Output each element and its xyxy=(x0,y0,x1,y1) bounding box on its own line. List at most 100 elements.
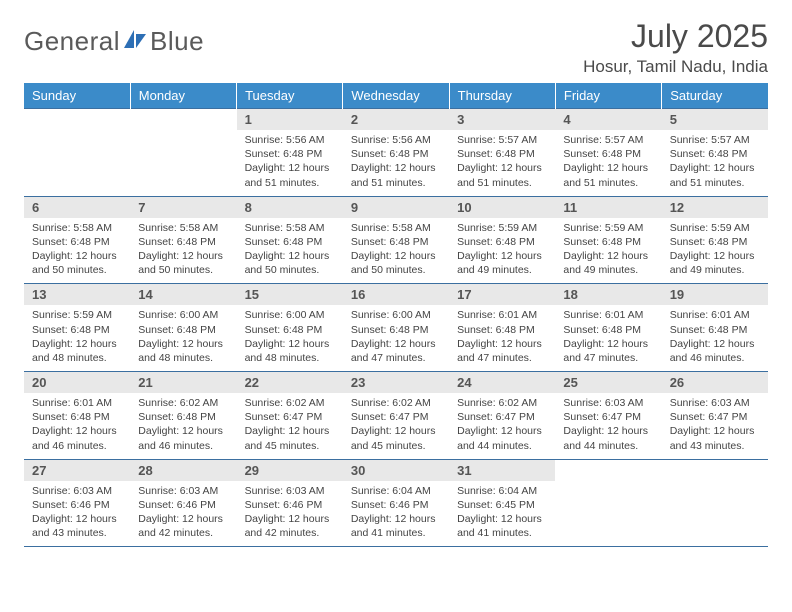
day-details: Sunrise: 6:02 AMSunset: 6:48 PMDaylight:… xyxy=(130,393,236,459)
detail-line: Daylight: 12 hours xyxy=(245,512,335,526)
detail-line: and 50 minutes. xyxy=(351,263,441,277)
day-header: Monday xyxy=(130,83,236,109)
day-header: Saturday xyxy=(662,83,768,109)
detail-line: Sunset: 6:46 PM xyxy=(245,498,335,512)
day-number: 7 xyxy=(130,197,236,218)
detail-line: Sunrise: 5:57 AM xyxy=(563,133,653,147)
calendar-table: SundayMondayTuesdayWednesdayThursdayFrid… xyxy=(24,83,768,547)
detail-line: Sunset: 6:48 PM xyxy=(670,323,760,337)
calendar-week: 1Sunrise: 5:56 AMSunset: 6:48 PMDaylight… xyxy=(24,109,768,197)
detail-line: and 50 minutes. xyxy=(32,263,122,277)
day-number: 27 xyxy=(24,460,130,481)
detail-line: Daylight: 12 hours xyxy=(457,512,547,526)
calendar-cell: 9Sunrise: 5:58 AMSunset: 6:48 PMDaylight… xyxy=(343,196,449,284)
detail-line: Daylight: 12 hours xyxy=(457,161,547,175)
detail-line: Sunset: 6:48 PM xyxy=(563,147,653,161)
detail-line: Sunset: 6:46 PM xyxy=(32,498,122,512)
day-number: 29 xyxy=(237,460,343,481)
detail-line: and 51 minutes. xyxy=(351,176,441,190)
detail-line: Sunrise: 5:59 AM xyxy=(670,221,760,235)
detail-line: Daylight: 12 hours xyxy=(138,249,228,263)
detail-line: and 49 minutes. xyxy=(670,263,760,277)
day-number: 21 xyxy=(130,372,236,393)
day-details: Sunrise: 6:03 AMSunset: 6:46 PMDaylight:… xyxy=(237,481,343,547)
detail-line: Daylight: 12 hours xyxy=(563,337,653,351)
day-number: 24 xyxy=(449,372,555,393)
detail-line: Sunrise: 5:58 AM xyxy=(351,221,441,235)
month-title: July 2025 xyxy=(583,18,768,55)
day-number: 19 xyxy=(662,284,768,305)
detail-line: and 50 minutes. xyxy=(138,263,228,277)
detail-line: Sunset: 6:48 PM xyxy=(351,323,441,337)
detail-line: Sunrise: 6:00 AM xyxy=(138,308,228,322)
detail-line: Sunrise: 5:56 AM xyxy=(245,133,335,147)
day-details: Sunrise: 5:57 AMSunset: 6:48 PMDaylight:… xyxy=(449,130,555,196)
detail-line: Daylight: 12 hours xyxy=(245,424,335,438)
day-details: Sunrise: 6:01 AMSunset: 6:48 PMDaylight:… xyxy=(662,305,768,371)
calendar-cell: 4Sunrise: 5:57 AMSunset: 6:48 PMDaylight… xyxy=(555,109,661,197)
detail-line: Sunset: 6:48 PM xyxy=(138,323,228,337)
detail-line: Sunset: 6:48 PM xyxy=(351,235,441,249)
detail-line: Sunset: 6:48 PM xyxy=(32,235,122,249)
detail-line: Sunrise: 5:56 AM xyxy=(351,133,441,147)
detail-line: Daylight: 12 hours xyxy=(563,249,653,263)
day-details: Sunrise: 5:57 AMSunset: 6:48 PMDaylight:… xyxy=(662,130,768,196)
detail-line: Sunrise: 6:02 AM xyxy=(351,396,441,410)
calendar-week: 6Sunrise: 5:58 AMSunset: 6:48 PMDaylight… xyxy=(24,196,768,284)
detail-line: Sunrise: 5:57 AM xyxy=(457,133,547,147)
logo-sail-icon xyxy=(122,28,148,55)
day-details: Sunrise: 5:56 AMSunset: 6:48 PMDaylight:… xyxy=(237,130,343,196)
calendar-cell: 11Sunrise: 5:59 AMSunset: 6:48 PMDayligh… xyxy=(555,196,661,284)
detail-line: and 41 minutes. xyxy=(351,526,441,540)
calendar-week: 27Sunrise: 6:03 AMSunset: 6:46 PMDayligh… xyxy=(24,459,768,547)
day-number: 18 xyxy=(555,284,661,305)
detail-line: Sunrise: 6:01 AM xyxy=(457,308,547,322)
detail-line: Daylight: 12 hours xyxy=(563,161,653,175)
detail-line: and 45 minutes. xyxy=(351,439,441,453)
calendar-cell xyxy=(24,109,130,197)
day-details: Sunrise: 5:58 AMSunset: 6:48 PMDaylight:… xyxy=(130,218,236,284)
calendar-cell: 18Sunrise: 6:01 AMSunset: 6:48 PMDayligh… xyxy=(555,284,661,372)
detail-line: Sunset: 6:45 PM xyxy=(457,498,547,512)
day-number: 28 xyxy=(130,460,236,481)
detail-line: Sunset: 6:48 PM xyxy=(457,147,547,161)
detail-line: Sunset: 6:48 PM xyxy=(138,410,228,424)
calendar-cell: 17Sunrise: 6:01 AMSunset: 6:48 PMDayligh… xyxy=(449,284,555,372)
detail-line: and 51 minutes. xyxy=(563,176,653,190)
detail-line: Sunset: 6:47 PM xyxy=(245,410,335,424)
detail-line: Daylight: 12 hours xyxy=(670,161,760,175)
calendar-cell: 16Sunrise: 6:00 AMSunset: 6:48 PMDayligh… xyxy=(343,284,449,372)
detail-line: Sunset: 6:48 PM xyxy=(138,235,228,249)
day-details: Sunrise: 6:04 AMSunset: 6:45 PMDaylight:… xyxy=(449,481,555,547)
calendar-cell: 28Sunrise: 6:03 AMSunset: 6:46 PMDayligh… xyxy=(130,459,236,547)
detail-line: and 44 minutes. xyxy=(563,439,653,453)
day-details: Sunrise: 5:59 AMSunset: 6:48 PMDaylight:… xyxy=(24,305,130,371)
day-number: 14 xyxy=(130,284,236,305)
calendar-cell: 19Sunrise: 6:01 AMSunset: 6:48 PMDayligh… xyxy=(662,284,768,372)
detail-line: Sunrise: 5:59 AM xyxy=(32,308,122,322)
detail-line: and 51 minutes. xyxy=(670,176,760,190)
detail-line: and 44 minutes. xyxy=(457,439,547,453)
detail-line: Sunrise: 6:03 AM xyxy=(138,484,228,498)
detail-line: Daylight: 12 hours xyxy=(563,424,653,438)
detail-line: Sunset: 6:48 PM xyxy=(457,235,547,249)
logo-word1: General xyxy=(24,26,120,57)
calendar-cell: 15Sunrise: 6:00 AMSunset: 6:48 PMDayligh… xyxy=(237,284,343,372)
detail-line: and 46 minutes. xyxy=(670,351,760,365)
logo-word2: Blue xyxy=(150,26,204,57)
calendar-cell xyxy=(662,459,768,547)
detail-line: Sunset: 6:48 PM xyxy=(563,235,653,249)
calendar-cell: 21Sunrise: 6:02 AMSunset: 6:48 PMDayligh… xyxy=(130,372,236,460)
day-number: 3 xyxy=(449,109,555,130)
detail-line: Sunrise: 6:04 AM xyxy=(351,484,441,498)
day-details: Sunrise: 6:03 AMSunset: 6:47 PMDaylight:… xyxy=(662,393,768,459)
detail-line: Sunrise: 6:00 AM xyxy=(351,308,441,322)
calendar-week: 20Sunrise: 6:01 AMSunset: 6:48 PMDayligh… xyxy=(24,372,768,460)
calendar-cell: 12Sunrise: 5:59 AMSunset: 6:48 PMDayligh… xyxy=(662,196,768,284)
calendar-cell: 26Sunrise: 6:03 AMSunset: 6:47 PMDayligh… xyxy=(662,372,768,460)
day-details: Sunrise: 6:02 AMSunset: 6:47 PMDaylight:… xyxy=(449,393,555,459)
detail-line: Sunset: 6:46 PM xyxy=(351,498,441,512)
day-details: Sunrise: 6:02 AMSunset: 6:47 PMDaylight:… xyxy=(343,393,449,459)
detail-line: Sunset: 6:48 PM xyxy=(563,323,653,337)
day-number: 8 xyxy=(237,197,343,218)
